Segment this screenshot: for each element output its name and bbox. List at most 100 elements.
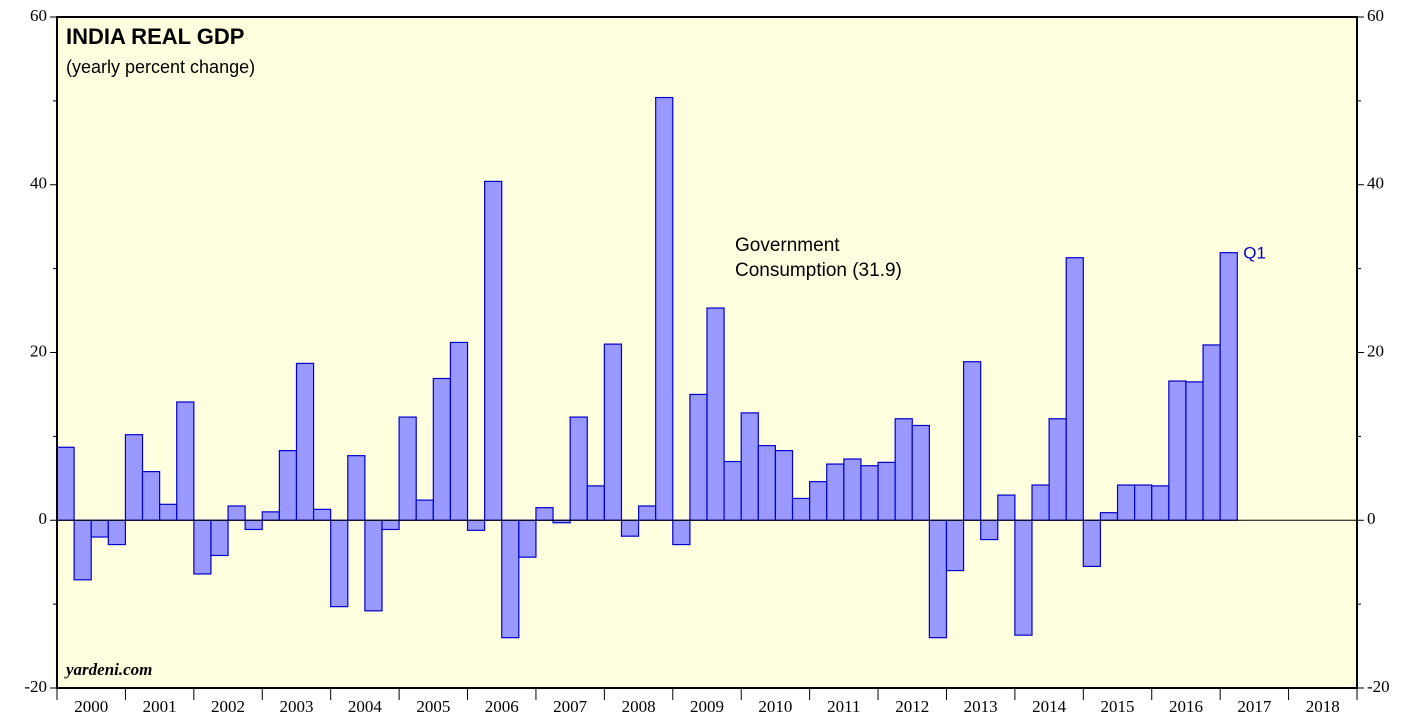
bar bbox=[415, 499, 434, 521]
y-tick-label: -20 bbox=[24, 677, 47, 696]
bar bbox=[1219, 252, 1238, 521]
y-tick-label: 0 bbox=[39, 509, 48, 528]
bar bbox=[141, 471, 161, 521]
bar bbox=[586, 485, 605, 521]
bar bbox=[73, 519, 92, 581]
bar bbox=[860, 465, 879, 521]
bar bbox=[432, 377, 452, 521]
bar bbox=[637, 505, 657, 521]
bar bbox=[227, 505, 246, 521]
x-tick-label: 2014 bbox=[1032, 697, 1067, 716]
bar bbox=[398, 416, 417, 521]
bar bbox=[535, 507, 554, 521]
x-tick-label: 2017 bbox=[1237, 697, 1272, 716]
bar bbox=[193, 519, 212, 575]
bar bbox=[757, 445, 777, 521]
last-label: Q1 bbox=[1243, 243, 1266, 262]
x-tick-label: 2000 bbox=[74, 697, 108, 716]
bar bbox=[244, 519, 263, 531]
bar bbox=[1168, 380, 1187, 521]
y-tick-label: 40 bbox=[30, 174, 47, 193]
bar bbox=[655, 96, 674, 521]
bar bbox=[774, 450, 794, 521]
bar bbox=[1048, 418, 1067, 521]
bar bbox=[124, 434, 144, 521]
y2-tick-label: 40 bbox=[1367, 174, 1384, 193]
bar bbox=[159, 503, 178, 521]
bar bbox=[449, 341, 469, 521]
x-tick-label: 2013 bbox=[964, 697, 998, 716]
x-tick-label: 2015 bbox=[1101, 697, 1135, 716]
bar bbox=[997, 494, 1016, 521]
bar bbox=[706, 307, 725, 521]
x-tick-label: 2011 bbox=[827, 697, 860, 716]
bar bbox=[1185, 381, 1204, 521]
bar bbox=[518, 519, 537, 558]
source-label: yardeni.com bbox=[64, 660, 152, 679]
bar bbox=[603, 343, 623, 521]
bar bbox=[569, 416, 588, 521]
bar bbox=[381, 519, 400, 531]
bar bbox=[791, 497, 811, 521]
bar bbox=[364, 519, 383, 612]
bar bbox=[330, 519, 349, 608]
bar bbox=[1151, 485, 1170, 521]
x-tick-label: 2010 bbox=[758, 697, 792, 716]
bar bbox=[1082, 519, 1102, 567]
bar bbox=[261, 511, 280, 521]
bar bbox=[809, 481, 828, 521]
bar bbox=[894, 418, 913, 521]
bar bbox=[347, 455, 366, 521]
bar bbox=[1099, 512, 1119, 521]
x-tick-label: 2007 bbox=[553, 697, 588, 716]
bar bbox=[620, 519, 640, 537]
bar bbox=[843, 458, 862, 521]
bar bbox=[312, 508, 332, 521]
bar bbox=[90, 519, 109, 538]
y2-tick-label: 0 bbox=[1367, 509, 1376, 528]
bar bbox=[1065, 257, 1084, 521]
bar bbox=[484, 180, 503, 521]
bar bbox=[1031, 484, 1050, 521]
bar bbox=[1014, 519, 1033, 636]
x-tick-label: 2012 bbox=[895, 697, 929, 716]
bar bbox=[278, 450, 298, 521]
bar bbox=[962, 361, 982, 521]
x-tick-label: 2018 bbox=[1306, 697, 1340, 716]
bar bbox=[689, 393, 708, 521]
x-tick-label: 2002 bbox=[211, 697, 245, 716]
bar bbox=[672, 519, 691, 546]
x-tick-label: 2006 bbox=[485, 697, 519, 716]
bar bbox=[1116, 484, 1136, 521]
bar bbox=[1134, 484, 1153, 521]
bar bbox=[723, 460, 742, 521]
bar bbox=[826, 463, 845, 521]
x-tick-label: 2008 bbox=[622, 697, 656, 716]
x-tick-label: 2009 bbox=[690, 697, 724, 716]
bar bbox=[911, 424, 930, 521]
x-tick-label: 2016 bbox=[1169, 697, 1203, 716]
bar bbox=[945, 519, 965, 572]
annotation: Consumption (31.9) bbox=[735, 260, 902, 281]
bar bbox=[466, 519, 486, 531]
y2-tick-label: 60 bbox=[1367, 6, 1384, 25]
y-tick-label: 20 bbox=[30, 341, 47, 360]
chart-title: INDIA REAL GDP bbox=[66, 24, 244, 49]
x-tick-label: 2001 bbox=[143, 697, 177, 716]
bar bbox=[176, 401, 195, 521]
annotation: Government bbox=[735, 235, 840, 256]
x-tick-label: 2005 bbox=[416, 697, 450, 716]
bar bbox=[877, 461, 896, 521]
bar bbox=[1202, 344, 1221, 521]
bar bbox=[295, 362, 315, 521]
y2-tick-label: 20 bbox=[1367, 341, 1384, 360]
x-tick-label: 2003 bbox=[279, 697, 313, 716]
bar bbox=[501, 519, 520, 639]
y-tick-label: 60 bbox=[30, 6, 47, 25]
bar bbox=[928, 519, 948, 639]
chart-subtitle: (yearly percent change) bbox=[66, 57, 255, 77]
x-tick-label: 2004 bbox=[348, 697, 383, 716]
bar bbox=[980, 519, 999, 541]
y2-tick-label: -20 bbox=[1367, 677, 1390, 696]
